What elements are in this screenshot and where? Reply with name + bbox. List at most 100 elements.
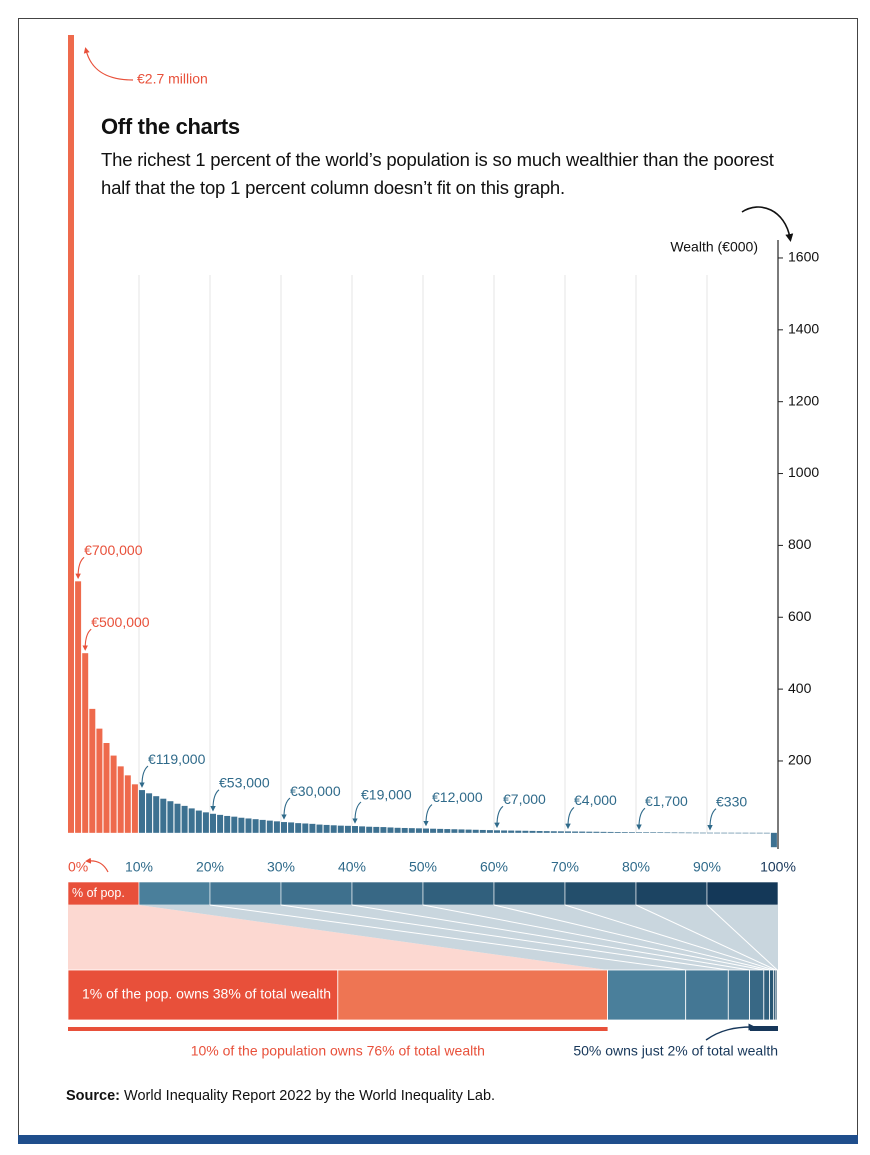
population-label: % of pop. <box>72 886 125 900</box>
bar <box>536 831 543 833</box>
value-label: €7,000 <box>503 791 546 807</box>
value-label: €2.7 million <box>137 71 208 87</box>
bar <box>288 822 295 833</box>
label-arrow <box>210 789 220 812</box>
label-arrow <box>494 805 504 829</box>
chart-title: Off the charts <box>101 114 240 139</box>
bar <box>451 829 458 833</box>
bar <box>529 830 536 833</box>
bar <box>742 832 749 834</box>
header: Off the charts The richest 1 percent of … <box>101 114 806 202</box>
value-label: €30,000 <box>290 783 341 799</box>
wedge-line <box>564 904 774 971</box>
wedge-line <box>280 904 729 971</box>
bar <box>628 832 635 833</box>
zero-arrow <box>85 857 109 873</box>
bar <box>295 823 302 833</box>
x-tick-label: 10% <box>125 859 153 875</box>
bar <box>217 814 224 833</box>
bar <box>117 766 124 833</box>
x-tick-label: 50% <box>409 859 437 875</box>
bar <box>337 825 344 833</box>
label-arrow <box>83 47 134 81</box>
bar <box>259 819 266 833</box>
footer-band <box>18 1135 858 1144</box>
bar <box>89 708 96 833</box>
population-segment <box>706 881 779 906</box>
bar <box>344 825 351 833</box>
bar <box>373 826 380 833</box>
bar <box>316 824 323 833</box>
label-arrow <box>636 807 646 830</box>
population-segment <box>280 881 353 906</box>
bar <box>565 831 571 833</box>
y-tick-label: 400 <box>788 680 812 696</box>
population-segment <box>564 881 637 906</box>
bar <box>756 832 763 834</box>
y-tick-label: 200 <box>788 752 812 768</box>
bar <box>678 832 685 834</box>
value-label: €330 <box>716 793 747 809</box>
bar <box>139 790 145 833</box>
bar <box>749 832 756 834</box>
y-tick-label: 1400 <box>788 321 819 337</box>
label-arrow <box>707 808 717 831</box>
bar <box>664 832 671 834</box>
bar <box>770 832 777 848</box>
bar <box>643 832 650 833</box>
value-label: €700,000 <box>84 542 143 558</box>
population-segment <box>493 881 566 906</box>
wealth-segment <box>685 969 729 1021</box>
bar <box>614 832 621 833</box>
x-tick-label: 100% <box>760 859 796 875</box>
label-arrow <box>139 765 149 788</box>
bar <box>579 831 586 833</box>
bar <box>657 832 664 834</box>
bar <box>685 832 692 834</box>
source-label: Source: <box>66 1088 120 1104</box>
bar <box>153 796 160 833</box>
source-text: World Inequality Report 2022 by the Worl… <box>124 1088 496 1104</box>
label-arrow <box>423 804 433 827</box>
y-tick-label: 1000 <box>788 464 819 480</box>
wedge-line <box>635 904 777 971</box>
bar <box>607 831 614 833</box>
bar <box>238 817 245 833</box>
bar <box>593 831 600 833</box>
wedge-line <box>351 904 750 971</box>
bar <box>621 832 628 833</box>
bracket-label: 50% owns just 2% of total wealth <box>573 1043 778 1059</box>
bar <box>401 827 408 833</box>
population-segment <box>209 881 282 906</box>
chart-subtitle: The richest 1 percent of the world’s pop… <box>101 149 774 198</box>
bar <box>210 813 216 833</box>
y-tick-label: 600 <box>788 608 812 624</box>
wedge-top <box>68 905 608 970</box>
bar <box>550 831 557 833</box>
bar <box>330 825 337 833</box>
label-arrow <box>352 801 362 824</box>
label-arrow <box>75 556 85 580</box>
x-tick-label: 90% <box>693 859 721 875</box>
value-label: €53,000 <box>219 774 270 790</box>
wealth-segment <box>749 969 765 1021</box>
wedge-line <box>493 904 770 971</box>
wedge-line <box>209 904 686 971</box>
bar <box>430 828 437 833</box>
bar <box>181 805 188 833</box>
bar <box>515 830 522 833</box>
bar <box>75 581 82 833</box>
population-segment <box>351 881 424 906</box>
wealth-segment <box>727 969 750 1021</box>
x-tick-label: 80% <box>622 859 650 875</box>
bar <box>486 830 493 833</box>
y-axis-label: Wealth (€000) <box>670 239 758 255</box>
bar <box>231 816 238 833</box>
bar <box>245 818 252 833</box>
bar <box>472 829 479 833</box>
population-segment <box>422 881 495 906</box>
bar <box>302 823 309 833</box>
bar <box>252 819 259 833</box>
bar <box>96 728 103 833</box>
x-tick-label: 60% <box>480 859 508 875</box>
